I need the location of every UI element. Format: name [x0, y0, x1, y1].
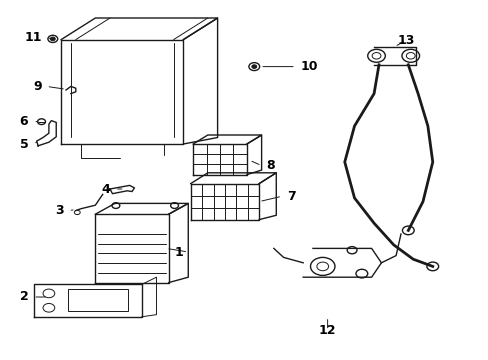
Text: 6: 6 — [20, 115, 28, 128]
Text: 8: 8 — [266, 159, 275, 172]
Text: 9: 9 — [33, 80, 41, 93]
Text: 11: 11 — [24, 31, 41, 44]
Circle shape — [50, 37, 55, 41]
Text: 3: 3 — [55, 204, 63, 217]
Text: 2: 2 — [20, 291, 28, 303]
Circle shape — [251, 65, 256, 68]
Text: 10: 10 — [300, 60, 318, 73]
Text: 7: 7 — [286, 190, 295, 203]
Text: 12: 12 — [318, 324, 336, 337]
Bar — [68, 289, 127, 311]
Text: 13: 13 — [396, 34, 414, 47]
Text: 4: 4 — [101, 183, 110, 195]
Text: 1: 1 — [174, 246, 183, 258]
Text: 5: 5 — [20, 138, 28, 150]
